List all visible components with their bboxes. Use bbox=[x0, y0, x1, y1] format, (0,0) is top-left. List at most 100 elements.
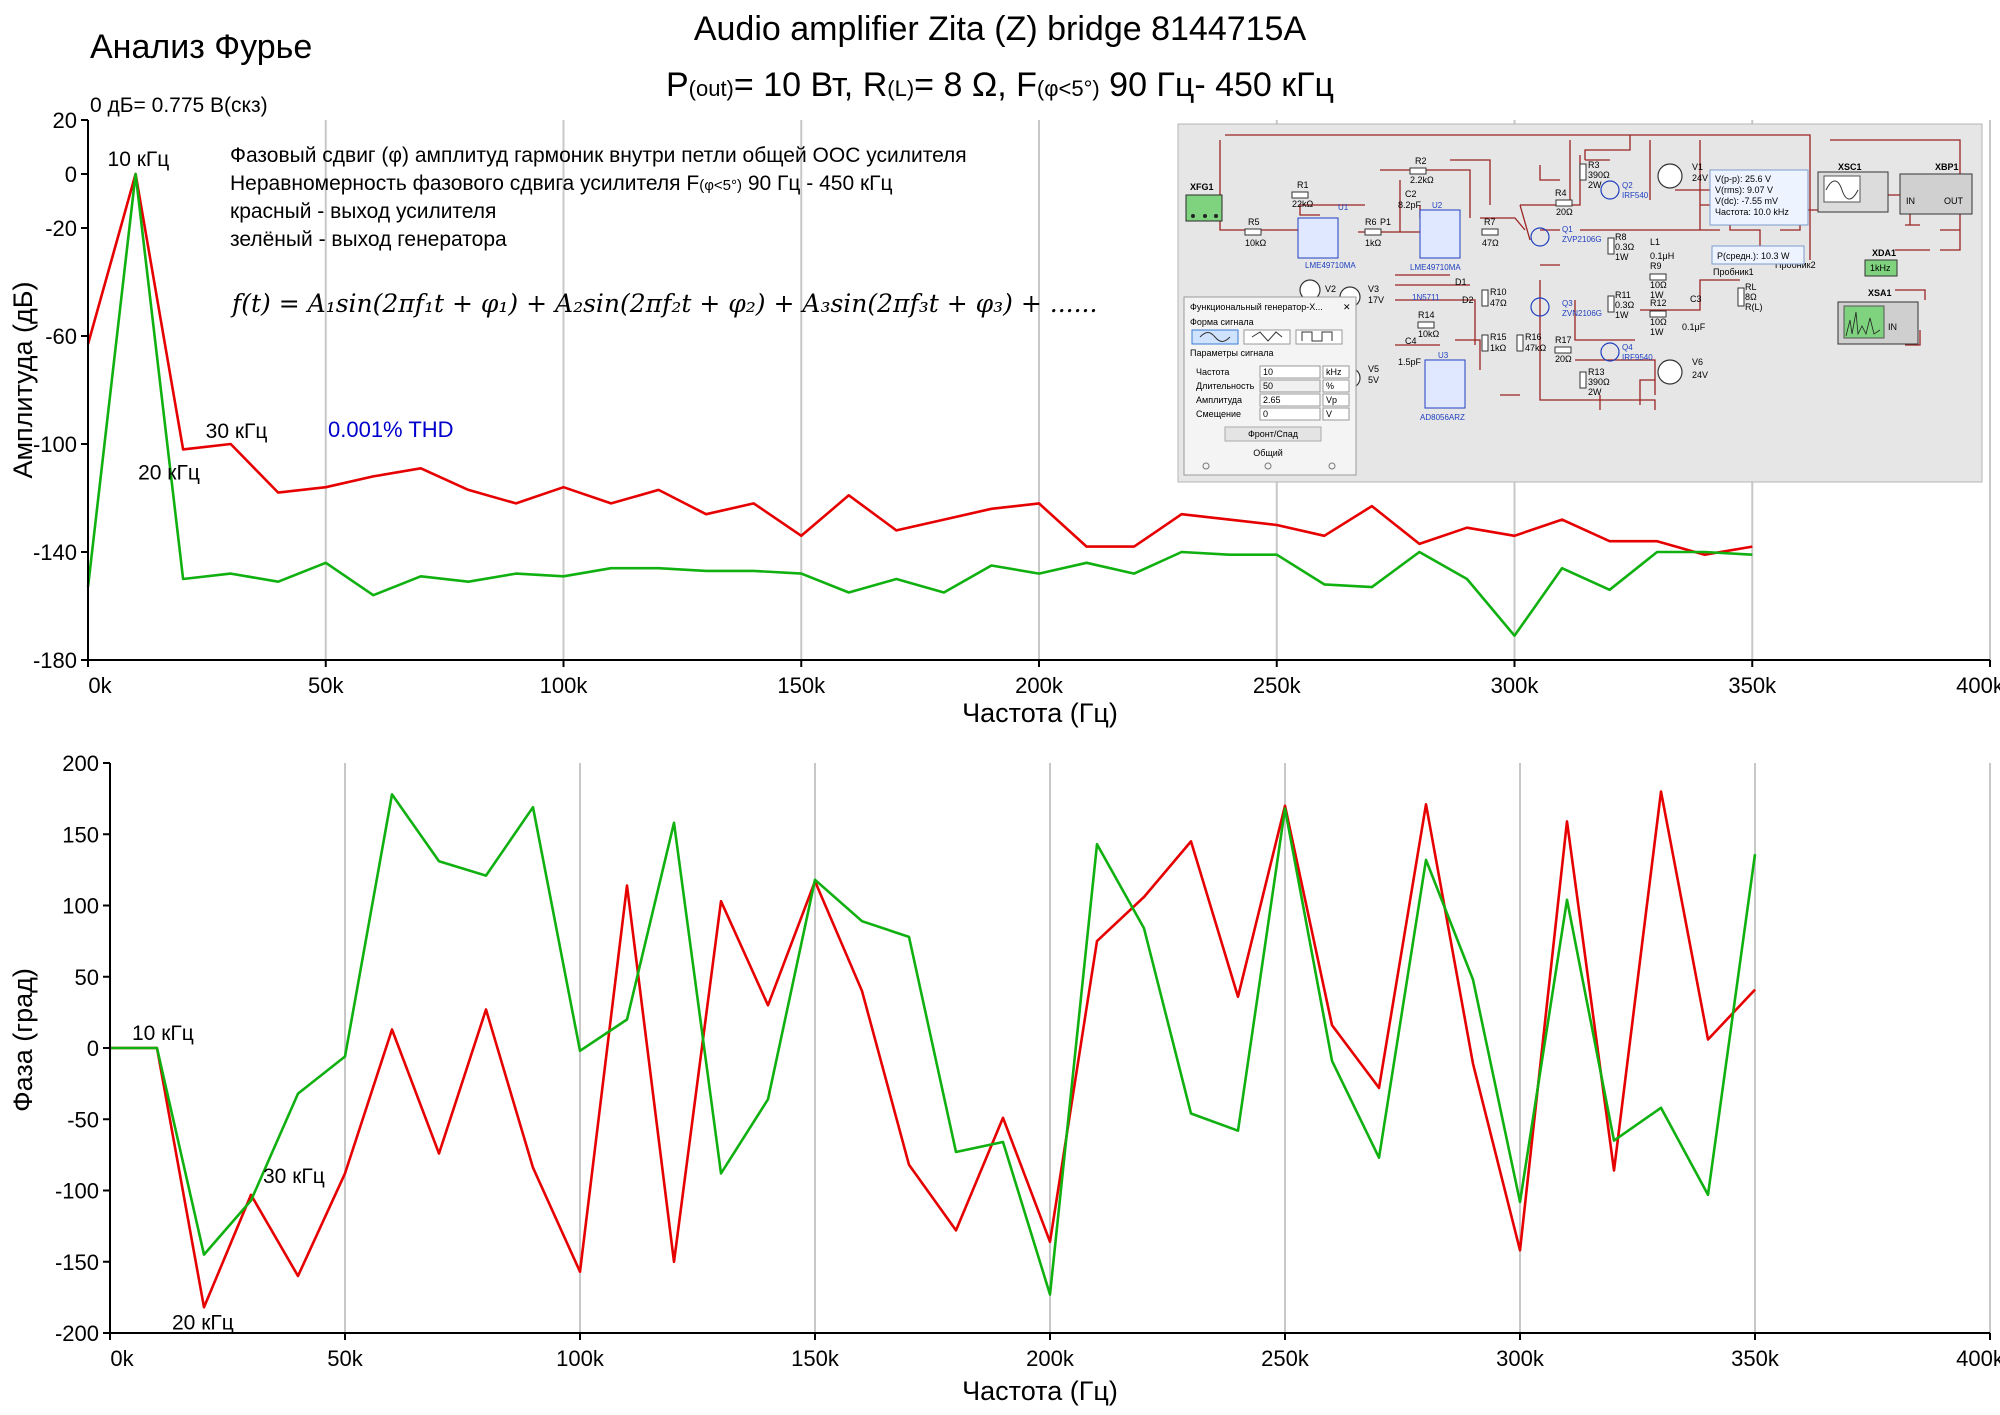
subtitle-f-val: 90 Гц- 450 кГц bbox=[1100, 66, 1334, 104]
edges-button-label: Фронт/Спад bbox=[1248, 429, 1299, 439]
edges-button[interactable] bbox=[1224, 426, 1322, 442]
gen-param-unit-3: V bbox=[1326, 409, 1332, 419]
gen-param-unit-select-3[interactable] bbox=[1322, 407, 1350, 421]
r15-value: 1kΩ bbox=[1490, 343, 1507, 353]
probe-readout: V(p-p): 25.6 V V(rms): 9.07 V V(dc): -7.… bbox=[1709, 169, 1809, 226]
phase-y-axis-label: Фаза (град) bbox=[8, 968, 38, 1112]
r16-label: R16 bbox=[1525, 332, 1542, 342]
r12-label: R12 bbox=[1650, 298, 1667, 308]
q3-body bbox=[1530, 297, 1550, 317]
terminal-plus[interactable] bbox=[1202, 462, 1210, 470]
schematic-component-labels: R1 22kΩ R2 2.2kΩ C2 8.2pF R5 10kΩ R6 P1 … bbox=[1245, 156, 1816, 397]
r1-value: 22kΩ bbox=[1292, 199, 1314, 209]
r2-body bbox=[1409, 167, 1427, 175]
db-reference: 0 дБ= 0.775 В(скз) bbox=[90, 94, 268, 117]
r16-body bbox=[1516, 334, 1524, 352]
v2-label: V2 bbox=[1325, 284, 1336, 294]
legend: Фазовый сдвиг (φ) амплитуд гармоник внут… bbox=[230, 144, 1097, 442]
r2-value: 2.2kΩ bbox=[1410, 175, 1434, 185]
u2-label: U2 bbox=[1432, 201, 1443, 210]
p1-label: P1 bbox=[1380, 217, 1391, 227]
r14-value: 10kΩ bbox=[1418, 329, 1440, 339]
r13-label: R13 bbox=[1588, 367, 1605, 377]
probe2-label: Пробник2 bbox=[1775, 260, 1816, 270]
r16-value: 47kΩ bbox=[1525, 343, 1547, 353]
function-generator-dialog: Функциональный генератор-X... ✕ Форма си… bbox=[1183, 296, 1357, 476]
terminal-minus[interactable] bbox=[1328, 462, 1336, 470]
r3-label: R3 bbox=[1588, 160, 1600, 170]
r13-value: 390Ω bbox=[1588, 377, 1610, 387]
q4-label: Q4 bbox=[1622, 343, 1633, 352]
r9-body bbox=[1649, 273, 1667, 281]
r1-body bbox=[1291, 191, 1309, 199]
phase-x-tick-label-3: 150k bbox=[791, 1346, 840, 1371]
phase-y-tick-label-1: 150 bbox=[62, 822, 99, 847]
u2-opamp: U2 LME49710MA bbox=[1410, 201, 1461, 272]
r3-body bbox=[1579, 163, 1587, 181]
r17-label: R17 bbox=[1555, 335, 1572, 345]
gen-param-input-1[interactable] bbox=[1259, 379, 1321, 393]
d-part-label: 1N5711 bbox=[1412, 293, 1440, 302]
v1-label: V1 bbox=[1692, 162, 1703, 172]
probe1-label: Пробник1 bbox=[1713, 267, 1754, 277]
gen-param-unit-select-2[interactable] bbox=[1322, 393, 1350, 407]
v5-label: V5 bbox=[1368, 364, 1379, 374]
amplitude-x-axis-label: Частота (Гц) bbox=[962, 698, 1118, 728]
gen-param-unit-select-0[interactable] bbox=[1322, 365, 1350, 379]
xbp1-out: OUT bbox=[1944, 196, 1964, 206]
phase-x-tick-label-5: 250k bbox=[1261, 1346, 1310, 1371]
subtitle-f-sub: (φ<5°) bbox=[1037, 76, 1100, 101]
phase-x-tick-label-4: 200k bbox=[1026, 1346, 1075, 1371]
phase-x-tick-label-1: 50k bbox=[327, 1346, 363, 1371]
d2-label: D2 bbox=[1462, 295, 1474, 305]
gen-param-label-3: Смещение bbox=[1196, 409, 1241, 419]
schematic-resistors bbox=[1244, 163, 1745, 389]
phase-series-green-line bbox=[110, 793, 1757, 1296]
xbp1-label: XBP1 bbox=[1935, 162, 1959, 172]
waveform-triangle-button[interactable] bbox=[1243, 329, 1291, 345]
terminal-common[interactable] bbox=[1264, 462, 1272, 470]
v6-body bbox=[1657, 359, 1683, 385]
page-title: Анализ Фурье bbox=[90, 28, 312, 66]
v6-value: 24V bbox=[1692, 370, 1708, 380]
waveform-square-button[interactable] bbox=[1295, 329, 1343, 345]
gen-param-unit-2: Vp bbox=[1326, 395, 1337, 405]
u1-part: LME49710MA bbox=[1305, 261, 1356, 270]
xsa1-spectrum-analyzer: XSA1 IN bbox=[1837, 288, 1919, 345]
gen-param-input-3[interactable] bbox=[1259, 407, 1321, 421]
rl-label: RL bbox=[1745, 282, 1757, 292]
gen-param-unit-select-1[interactable] bbox=[1322, 379, 1350, 393]
q2-label: Q2 bbox=[1622, 181, 1633, 190]
c3-value: 0.1μF bbox=[1682, 322, 1706, 332]
c2-label: C2 bbox=[1405, 189, 1417, 199]
xfg1-port-3 bbox=[1214, 214, 1218, 218]
xfg1-port-2 bbox=[1203, 214, 1207, 218]
subtitle-r-val: = 8 Ω, F bbox=[914, 66, 1037, 104]
amplitude-y-tick-label-1: 0 bbox=[65, 162, 77, 187]
chart-subtitle: P(out)= 10 Вт, R(L)= 8 Ω, F(φ<5°) 90 Гц-… bbox=[666, 66, 1334, 104]
amplitude-y-tick-label-4: -100 bbox=[33, 432, 77, 457]
c4-label: C4 bbox=[1405, 336, 1417, 346]
gen-param-input-0[interactable] bbox=[1259, 365, 1321, 379]
phase-y-tick-label-8: -200 bbox=[55, 1321, 99, 1346]
amplitude-annotation-0: 10 кГц bbox=[108, 148, 170, 171]
subtitle-p: P bbox=[666, 66, 689, 104]
xsa1-label: XSA1 bbox=[1868, 288, 1892, 298]
common-label: Общий bbox=[1253, 448, 1283, 458]
dialog-close-icon[interactable]: ✕ bbox=[1343, 302, 1351, 312]
r7-label: R7 bbox=[1484, 217, 1496, 227]
v3-value: 17V bbox=[1368, 295, 1384, 305]
r4-body bbox=[1555, 199, 1573, 207]
c2-value: 8.2pF bbox=[1398, 200, 1422, 210]
gen-param-value-0: 10 bbox=[1263, 367, 1273, 377]
amplitude-y-tick-label-3: -60 bbox=[45, 324, 77, 349]
v5-value: 5V bbox=[1368, 375, 1379, 385]
r13-watt: 2W bbox=[1588, 387, 1602, 397]
phase-y-tick-label-2: 100 bbox=[62, 894, 99, 919]
r2-label: R2 bbox=[1415, 156, 1427, 166]
r3-value: 390Ω bbox=[1588, 170, 1610, 180]
q4-part: IRF9540 bbox=[1622, 353, 1653, 362]
probe-freq: Частота: 10.0 kHz bbox=[1715, 207, 1789, 217]
phase-series-red-line bbox=[110, 790, 1756, 1309]
gen-param-input-2[interactable] bbox=[1259, 393, 1321, 407]
